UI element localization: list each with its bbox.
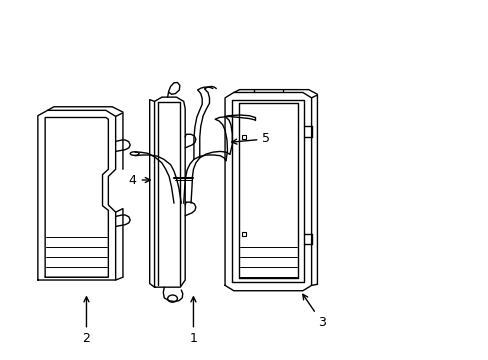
Text: 3: 3: [302, 294, 325, 329]
Text: 2: 2: [82, 297, 90, 346]
Text: 4: 4: [128, 174, 150, 186]
Text: 5: 5: [231, 132, 270, 145]
Text: 1: 1: [189, 297, 197, 346]
